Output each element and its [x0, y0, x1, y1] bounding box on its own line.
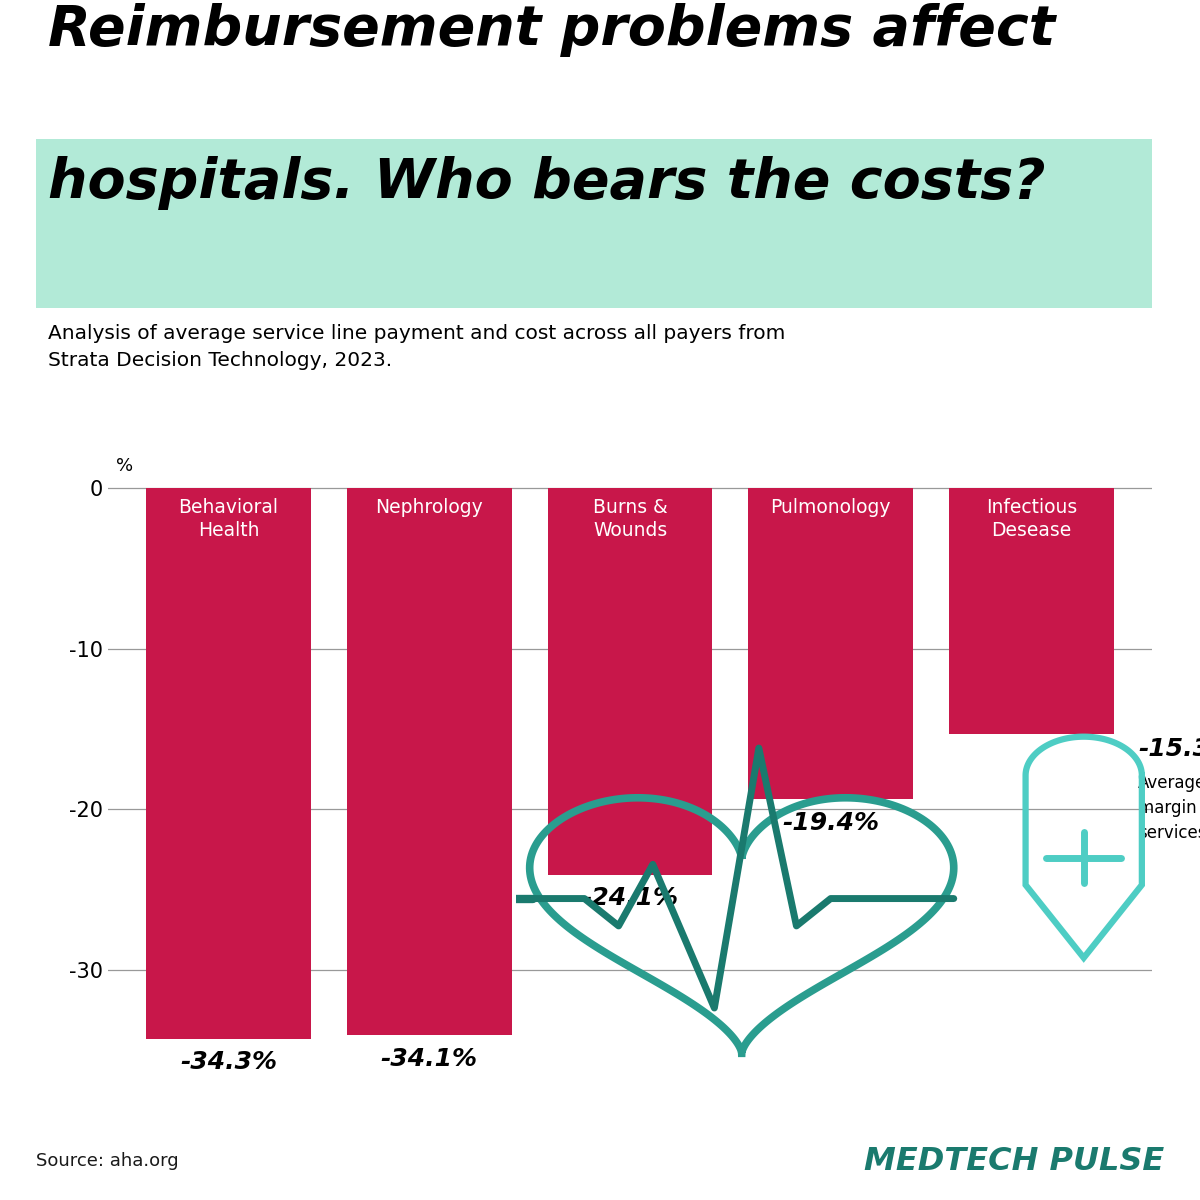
Text: Reimbursement problems affect: Reimbursement problems affect — [48, 4, 1055, 58]
Bar — [749, 488, 913, 799]
Text: -34.3%: -34.3% — [180, 1050, 277, 1074]
Text: -34.1%: -34.1% — [380, 1046, 478, 1070]
Bar — [949, 488, 1114, 733]
Text: Source: aha.org: Source: aha.org — [36, 1152, 179, 1170]
Text: Pulmonology: Pulmonology — [770, 498, 892, 517]
Text: Average
margin on
services: Average margin on services — [1138, 774, 1200, 841]
Text: Burns &
Wounds: Burns & Wounds — [593, 498, 667, 540]
Text: -24.1%: -24.1% — [582, 886, 678, 910]
FancyBboxPatch shape — [36, 139, 1152, 307]
Text: MEDTECH PULSE: MEDTECH PULSE — [864, 1146, 1164, 1176]
Bar — [347, 488, 511, 1036]
Bar — [146, 488, 311, 1039]
Text: %: % — [116, 457, 133, 475]
Text: Infectious
Desease: Infectious Desease — [986, 498, 1078, 540]
Text: -15.3%: -15.3% — [1138, 737, 1200, 761]
Text: Behavioral
Health: Behavioral Health — [179, 498, 278, 540]
Text: -19.4%: -19.4% — [782, 811, 880, 835]
Bar — [547, 488, 713, 875]
Text: hospitals. Who bears the costs?: hospitals. Who bears the costs? — [48, 156, 1045, 210]
Text: Analysis of average service line payment and cost across all payers from
Strata : Analysis of average service line payment… — [48, 324, 785, 371]
Text: Nephrology: Nephrology — [376, 498, 484, 517]
